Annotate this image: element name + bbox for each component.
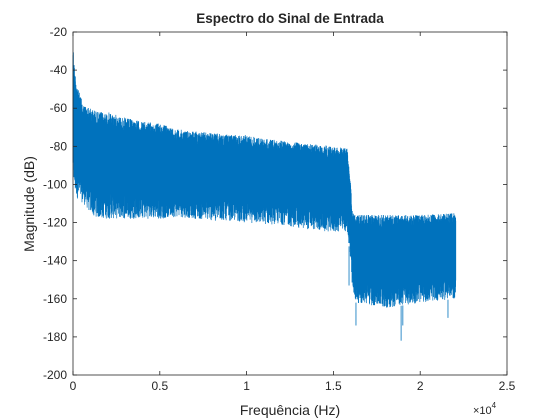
axes-box [72,31,508,376]
x-axis-exponent: ×104 [473,401,497,417]
x-tick-label: 2.5 [499,379,516,393]
x-tick-label: 2 [417,379,424,393]
y-tick-label: -60 [50,101,68,115]
y-axis-label: Magnitude (dB) [21,156,37,252]
y-tick-label: -80 [50,139,68,153]
x-tick-label: 1 [243,379,250,393]
x-tick-label: 0.5 [151,379,168,393]
chart-title: Espectro do Sinal de Entrada [196,11,384,26]
y-tick-label: -100 [43,177,67,191]
x-axis-label: Frequência (Hz) [240,402,340,418]
y-tick-label: -40 [50,63,68,77]
x-tick-label: 1.5 [325,379,342,393]
spectrum-line [72,52,457,308]
y-tick-label: -140 [43,254,67,268]
y-tick-label: -20 [50,25,68,39]
x-exponent-power: 4 [492,401,497,410]
y-tick-label: -180 [43,330,67,344]
y-tick-label: -120 [43,216,67,230]
plot-data-layer [72,52,457,341]
y-tick-label: -160 [43,292,67,306]
x-exponent-base: ×10 [473,405,492,417]
x-tick-label: 0 [70,379,77,393]
y-tick-label: -200 [43,368,67,382]
axis-ticks: 0 0.5 1 1.5 2 2.5 -200 -180 -160 -140 -120 -100 -80 -… [43,25,516,393]
